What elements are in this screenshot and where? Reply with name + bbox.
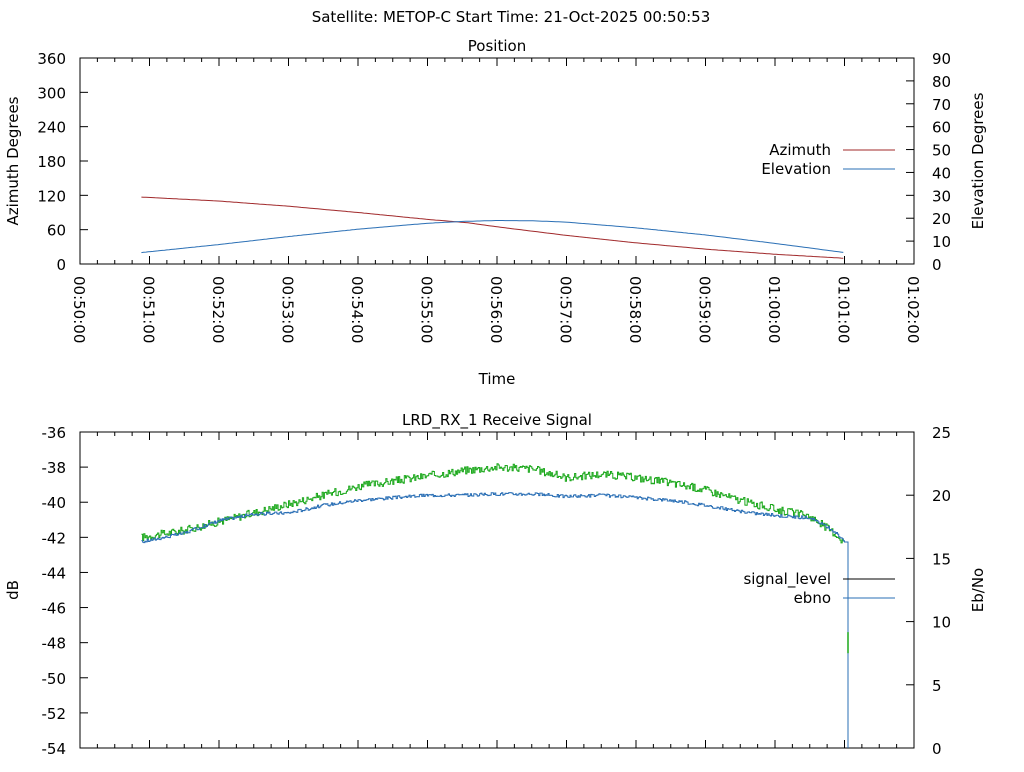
x-tick-label: 00:57:00 <box>557 276 575 343</box>
left-tick-label: 0 <box>56 256 66 274</box>
chart-panel-1: Position 0 60 120 180 240 300 360 0 10 20 30 40 50 60 7… <box>4 37 987 388</box>
x-tick-label: 00:55:00 <box>418 276 436 343</box>
right-tick-label: 15 <box>932 550 951 568</box>
right-tick-label: 20 <box>932 210 951 228</box>
x-tick-label: 00:54:00 <box>348 276 366 343</box>
left-tick-label: 240 <box>37 119 66 137</box>
left-tick-label: -50 <box>42 670 67 688</box>
x-tick-label: 00:51:00 <box>140 276 158 343</box>
y2-axis-label: Elevation Degrees <box>969 92 987 229</box>
left-tick-label: 120 <box>37 187 66 205</box>
right-tick-label: 90 <box>932 50 951 68</box>
legend-label-elevation: Elevation <box>761 160 831 178</box>
series-line-azimuth <box>141 196 844 259</box>
x-axis-label: Time <box>478 370 516 388</box>
right-tick-label: 0 <box>932 740 942 758</box>
left-tick-label: -36 <box>42 424 67 442</box>
chart-title: LRD_RX_1 Receive Signal <box>402 411 592 430</box>
left-tick-label: -48 <box>42 635 67 653</box>
left-tick-label: 60 <box>47 222 66 240</box>
x-tick-label: 01:00:00 <box>765 276 783 343</box>
legend-label-signal_level: signal_level <box>743 570 831 589</box>
x-tick-label: 00:56:00 <box>487 276 505 343</box>
x-tick-label: 00:50:00 <box>70 276 88 343</box>
left-tick-label: -44 <box>42 564 67 582</box>
x-tick-label: 00:58:00 <box>626 276 644 343</box>
right-tick-label: 0 <box>932 256 942 274</box>
left-tick-label: -52 <box>42 705 67 723</box>
right-tick-label: 60 <box>932 119 951 137</box>
right-tick-label: 40 <box>932 164 951 182</box>
page-title: Satellite: METOP-C Start Time: 21-Oct-20… <box>312 8 711 26</box>
left-tick-label: 300 <box>37 84 66 102</box>
legend-label-ebno: ebno <box>794 589 831 607</box>
left-tick-label: 360 <box>37 50 66 68</box>
right-tick-label: 50 <box>932 142 951 160</box>
x-tick-label: 00:53:00 <box>279 276 297 343</box>
right-tick-label: 30 <box>932 187 951 205</box>
series-line-elevation <box>141 220 844 254</box>
left-tick-label: -40 <box>42 494 67 512</box>
chart-title: Position <box>468 37 526 55</box>
y-axis-label: dB <box>4 580 22 600</box>
x-tick-label: 00:59:00 <box>696 276 714 343</box>
y-axis-label: Azimuth Degrees <box>4 96 22 225</box>
right-tick-label: 25 <box>932 424 951 442</box>
left-tick-label: 180 <box>37 153 66 171</box>
x-tick-label: 01:02:00 <box>904 276 922 343</box>
right-tick-label: 10 <box>932 614 951 632</box>
right-tick-label: 20 <box>932 487 951 505</box>
series-line-ebno <box>141 492 849 748</box>
left-tick-label: -46 <box>42 600 67 618</box>
left-tick-label: -38 <box>42 459 67 477</box>
y2-axis-label: Eb/No <box>969 568 987 612</box>
right-tick-label: 70 <box>932 96 951 114</box>
right-tick-label: 80 <box>932 73 951 91</box>
x-tick-label: 01:01:00 <box>835 276 853 343</box>
right-tick-label: 10 <box>932 233 951 251</box>
legend-label-azimuth: Azimuth <box>769 141 831 159</box>
left-tick-label: -54 <box>42 740 67 758</box>
left-tick-label: -42 <box>42 529 67 547</box>
right-tick-label: 5 <box>932 677 942 695</box>
chart-panel-2: LRD_RX_1 Receive Signal -54 -52 -50 -48 -46 -4… <box>4 411 987 758</box>
x-tick-label: 00:52:00 <box>209 276 227 343</box>
